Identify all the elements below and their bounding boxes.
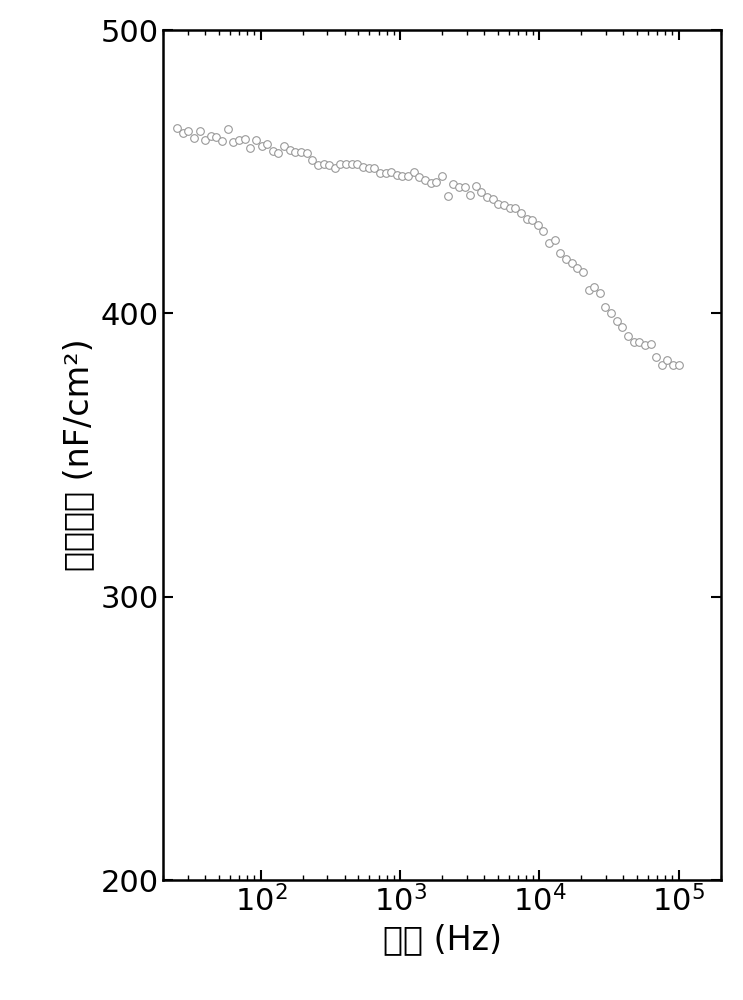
Y-axis label: 电容密度 (nF/cm²): 电容密度 (nF/cm²) [62,339,95,571]
X-axis label: 频率 (Hz): 频率 (Hz) [383,923,502,956]
